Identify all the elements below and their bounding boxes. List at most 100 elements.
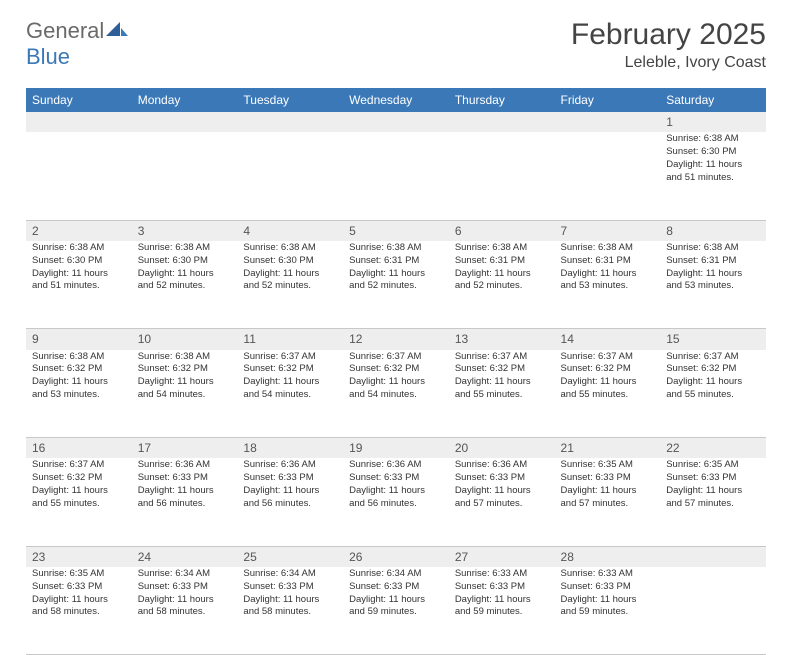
daylight-text: Daylight: 11 hours and 51 minutes. <box>32 268 126 294</box>
week-daynum-row: 232425262728 <box>26 546 766 567</box>
day-detail-cell: Sunrise: 6:37 AMSunset: 6:32 PMDaylight:… <box>555 350 661 438</box>
sunset-text: Sunset: 6:33 PM <box>666 472 760 485</box>
sunset-text: Sunset: 6:30 PM <box>666 146 760 159</box>
day-number-cell: 24 <box>132 546 238 567</box>
week-detail-row: Sunrise: 6:38 AMSunset: 6:30 PMDaylight:… <box>26 241 766 329</box>
day-detail-cell: Sunrise: 6:38 AMSunset: 6:32 PMDaylight:… <box>132 350 238 438</box>
day-number-cell: 16 <box>26 438 132 459</box>
sunrise-text: Sunrise: 6:37 AM <box>455 351 549 364</box>
sunset-text: Sunset: 6:32 PM <box>32 363 126 376</box>
day-number-cell <box>343 112 449 132</box>
day-detail-cell: Sunrise: 6:33 AMSunset: 6:33 PMDaylight:… <box>449 567 555 655</box>
day-number-cell: 26 <box>343 546 449 567</box>
sunrise-text: Sunrise: 6:35 AM <box>32 568 126 581</box>
day-number-cell <box>555 112 661 132</box>
sunrise-text: Sunrise: 6:37 AM <box>666 351 760 364</box>
week-detail-row: Sunrise: 6:38 AMSunset: 6:32 PMDaylight:… <box>26 350 766 438</box>
day-number-cell: 19 <box>343 438 449 459</box>
day-number-cell: 6 <box>449 220 555 241</box>
sunset-text: Sunset: 6:33 PM <box>138 472 232 485</box>
day-detail-cell <box>660 567 766 655</box>
sunrise-text: Sunrise: 6:38 AM <box>455 242 549 255</box>
day-detail-cell: Sunrise: 6:38 AMSunset: 6:32 PMDaylight:… <box>26 350 132 438</box>
day-number-cell: 14 <box>555 329 661 350</box>
day-detail-cell: Sunrise: 6:38 AMSunset: 6:31 PMDaylight:… <box>449 241 555 329</box>
sunset-text: Sunset: 6:32 PM <box>243 363 337 376</box>
sunrise-text: Sunrise: 6:36 AM <box>138 459 232 472</box>
day-detail-cell <box>132 132 238 220</box>
sunrise-text: Sunrise: 6:34 AM <box>243 568 337 581</box>
day-number: 11 <box>243 331 337 347</box>
day-number-cell <box>132 112 238 132</box>
day-detail-cell: Sunrise: 6:34 AMSunset: 6:33 PMDaylight:… <box>237 567 343 655</box>
daylight-text: Daylight: 11 hours and 57 minutes. <box>561 485 655 511</box>
day-number: 17 <box>138 440 232 456</box>
daylight-text: Daylight: 11 hours and 55 minutes. <box>666 376 760 402</box>
day-number: 28 <box>561 549 655 565</box>
day-number: 14 <box>561 331 655 347</box>
daylight-text: Daylight: 11 hours and 52 minutes. <box>349 268 443 294</box>
day-detail-cell: Sunrise: 6:37 AMSunset: 6:32 PMDaylight:… <box>343 350 449 438</box>
sunset-text: Sunset: 6:31 PM <box>455 255 549 268</box>
day-detail-cell: Sunrise: 6:37 AMSunset: 6:32 PMDaylight:… <box>26 458 132 546</box>
week-detail-row: Sunrise: 6:35 AMSunset: 6:33 PMDaylight:… <box>26 567 766 655</box>
sunrise-text: Sunrise: 6:38 AM <box>138 351 232 364</box>
daylight-text: Daylight: 11 hours and 59 minutes. <box>349 594 443 620</box>
day-number: 12 <box>349 331 443 347</box>
week-daynum-row: 1 <box>26 112 766 132</box>
day-number-cell: 20 <box>449 438 555 459</box>
day-detail-cell: Sunrise: 6:38 AMSunset: 6:31 PMDaylight:… <box>660 241 766 329</box>
day-number-cell: 13 <box>449 329 555 350</box>
daylight-text: Daylight: 11 hours and 53 minutes. <box>561 268 655 294</box>
day-detail-cell <box>343 132 449 220</box>
day-number: 23 <box>32 549 126 565</box>
day-detail-cell: Sunrise: 6:37 AMSunset: 6:32 PMDaylight:… <box>449 350 555 438</box>
day-number-cell: 11 <box>237 329 343 350</box>
day-number-cell <box>26 112 132 132</box>
sunrise-text: Sunrise: 6:33 AM <box>455 568 549 581</box>
sunset-text: Sunset: 6:33 PM <box>561 581 655 594</box>
daylight-text: Daylight: 11 hours and 54 minutes. <box>243 376 337 402</box>
sunset-text: Sunset: 6:33 PM <box>455 472 549 485</box>
day-number: 21 <box>561 440 655 456</box>
sunset-text: Sunset: 6:33 PM <box>349 581 443 594</box>
day-number: 4 <box>243 223 337 239</box>
day-number: 5 <box>349 223 443 239</box>
col-sunday: Sunday <box>26 88 132 112</box>
sunset-text: Sunset: 6:33 PM <box>455 581 549 594</box>
day-detail-cell: Sunrise: 6:36 AMSunset: 6:33 PMDaylight:… <box>132 458 238 546</box>
day-detail-cell: Sunrise: 6:37 AMSunset: 6:32 PMDaylight:… <box>237 350 343 438</box>
col-monday: Monday <box>132 88 238 112</box>
day-number: 6 <box>455 223 549 239</box>
day-number: 26 <box>349 549 443 565</box>
day-number-cell <box>449 112 555 132</box>
day-number: 10 <box>138 331 232 347</box>
day-number: 20 <box>455 440 549 456</box>
sunrise-text: Sunrise: 6:36 AM <box>349 459 443 472</box>
day-number: 19 <box>349 440 443 456</box>
sunrise-text: Sunrise: 6:37 AM <box>349 351 443 364</box>
logo: General Blue <box>26 18 128 70</box>
col-wednesday: Wednesday <box>343 88 449 112</box>
daylight-text: Daylight: 11 hours and 55 minutes. <box>455 376 549 402</box>
day-number-cell: 28 <box>555 546 661 567</box>
day-detail-cell: Sunrise: 6:36 AMSunset: 6:33 PMDaylight:… <box>343 458 449 546</box>
day-number: 16 <box>32 440 126 456</box>
daylight-text: Daylight: 11 hours and 55 minutes. <box>561 376 655 402</box>
day-detail-cell: Sunrise: 6:38 AMSunset: 6:30 PMDaylight:… <box>237 241 343 329</box>
day-number: 25 <box>243 549 337 565</box>
month-title: February 2025 <box>571 18 766 52</box>
day-number: 7 <box>561 223 655 239</box>
daylight-text: Daylight: 11 hours and 52 minutes. <box>243 268 337 294</box>
day-detail-cell: Sunrise: 6:35 AMSunset: 6:33 PMDaylight:… <box>26 567 132 655</box>
day-detail-cell: Sunrise: 6:33 AMSunset: 6:33 PMDaylight:… <box>555 567 661 655</box>
logo-text-general: General <box>26 18 104 43</box>
sunrise-text: Sunrise: 6:38 AM <box>561 242 655 255</box>
day-number-cell: 4 <box>237 220 343 241</box>
daylight-text: Daylight: 11 hours and 58 minutes. <box>138 594 232 620</box>
sunrise-text: Sunrise: 6:38 AM <box>349 242 443 255</box>
day-number-cell: 25 <box>237 546 343 567</box>
day-header-row: Sunday Monday Tuesday Wednesday Thursday… <box>26 88 766 112</box>
daylight-text: Daylight: 11 hours and 53 minutes. <box>666 268 760 294</box>
sunset-text: Sunset: 6:31 PM <box>666 255 760 268</box>
